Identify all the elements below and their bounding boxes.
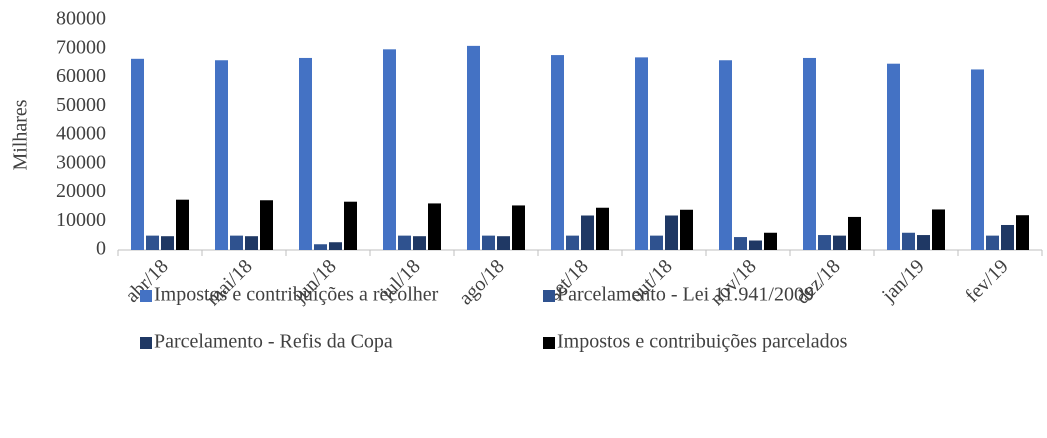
bar bbox=[917, 235, 930, 250]
bar bbox=[719, 60, 732, 250]
bar bbox=[344, 201, 357, 250]
legend-label: Parcelamento - Lei 11.941/2009 bbox=[557, 284, 814, 306]
bar bbox=[413, 236, 426, 250]
bar bbox=[764, 232, 777, 250]
y-tick-label: 60000 bbox=[56, 65, 106, 87]
bar bbox=[176, 199, 189, 250]
y-tick-label: 10000 bbox=[56, 209, 106, 231]
bar bbox=[596, 207, 609, 250]
y-tick-label: 80000 bbox=[56, 8, 106, 30]
bar bbox=[215, 60, 228, 250]
bar bbox=[581, 215, 594, 250]
bar bbox=[482, 235, 495, 250]
y-tick-label: 30000 bbox=[56, 151, 106, 173]
bar bbox=[833, 235, 846, 250]
bar bbox=[260, 200, 273, 250]
y-tick-label: 70000 bbox=[56, 36, 106, 58]
y-axis-label: Milhares bbox=[10, 99, 32, 170]
bar bbox=[497, 236, 510, 250]
bar bbox=[971, 69, 984, 250]
bar bbox=[932, 209, 945, 250]
bar bbox=[635, 57, 648, 250]
x-tick-label: ago/18 bbox=[455, 255, 509, 309]
bar bbox=[230, 235, 243, 250]
bar bbox=[680, 209, 693, 250]
x-tick-label: fev/19 bbox=[961, 255, 1013, 307]
bar bbox=[734, 237, 747, 250]
bar bbox=[131, 58, 144, 250]
bar bbox=[818, 235, 831, 250]
y-tick-label: 20000 bbox=[56, 180, 106, 202]
legend-label: Parcelamento - Refis da Copa bbox=[154, 331, 393, 353]
bar bbox=[1016, 215, 1029, 250]
bar bbox=[749, 240, 762, 250]
bar bbox=[650, 235, 663, 250]
y-tick-label: 0 bbox=[96, 238, 106, 260]
legend-label: Impostos e contribuições parcelados bbox=[557, 331, 848, 353]
bar bbox=[146, 235, 159, 250]
legend-swatch bbox=[140, 337, 152, 349]
bar bbox=[902, 232, 915, 250]
y-tick-label: 40000 bbox=[56, 123, 106, 145]
bar bbox=[161, 236, 174, 250]
bar bbox=[512, 205, 525, 250]
bar bbox=[986, 235, 999, 250]
bar bbox=[803, 57, 816, 251]
bar bbox=[1001, 224, 1014, 250]
bar bbox=[314, 244, 327, 250]
y-tick-label: 50000 bbox=[56, 94, 106, 116]
bar bbox=[245, 236, 258, 250]
bar bbox=[329, 242, 342, 250]
bar bbox=[665, 215, 678, 250]
bar bbox=[566, 235, 579, 250]
legend-swatch bbox=[543, 337, 555, 349]
legend-swatch bbox=[140, 290, 152, 302]
bar bbox=[551, 55, 564, 251]
bar bbox=[398, 235, 411, 250]
bar bbox=[299, 57, 312, 251]
bar bbox=[428, 203, 441, 250]
legend-swatch bbox=[543, 290, 555, 302]
bar bbox=[383, 49, 396, 251]
bar bbox=[848, 216, 861, 250]
bar bbox=[467, 45, 480, 250]
x-tick-label: jan/19 bbox=[877, 255, 929, 307]
legend-label: Impostos e contribuições a recolher bbox=[154, 284, 439, 306]
bar bbox=[887, 63, 900, 251]
